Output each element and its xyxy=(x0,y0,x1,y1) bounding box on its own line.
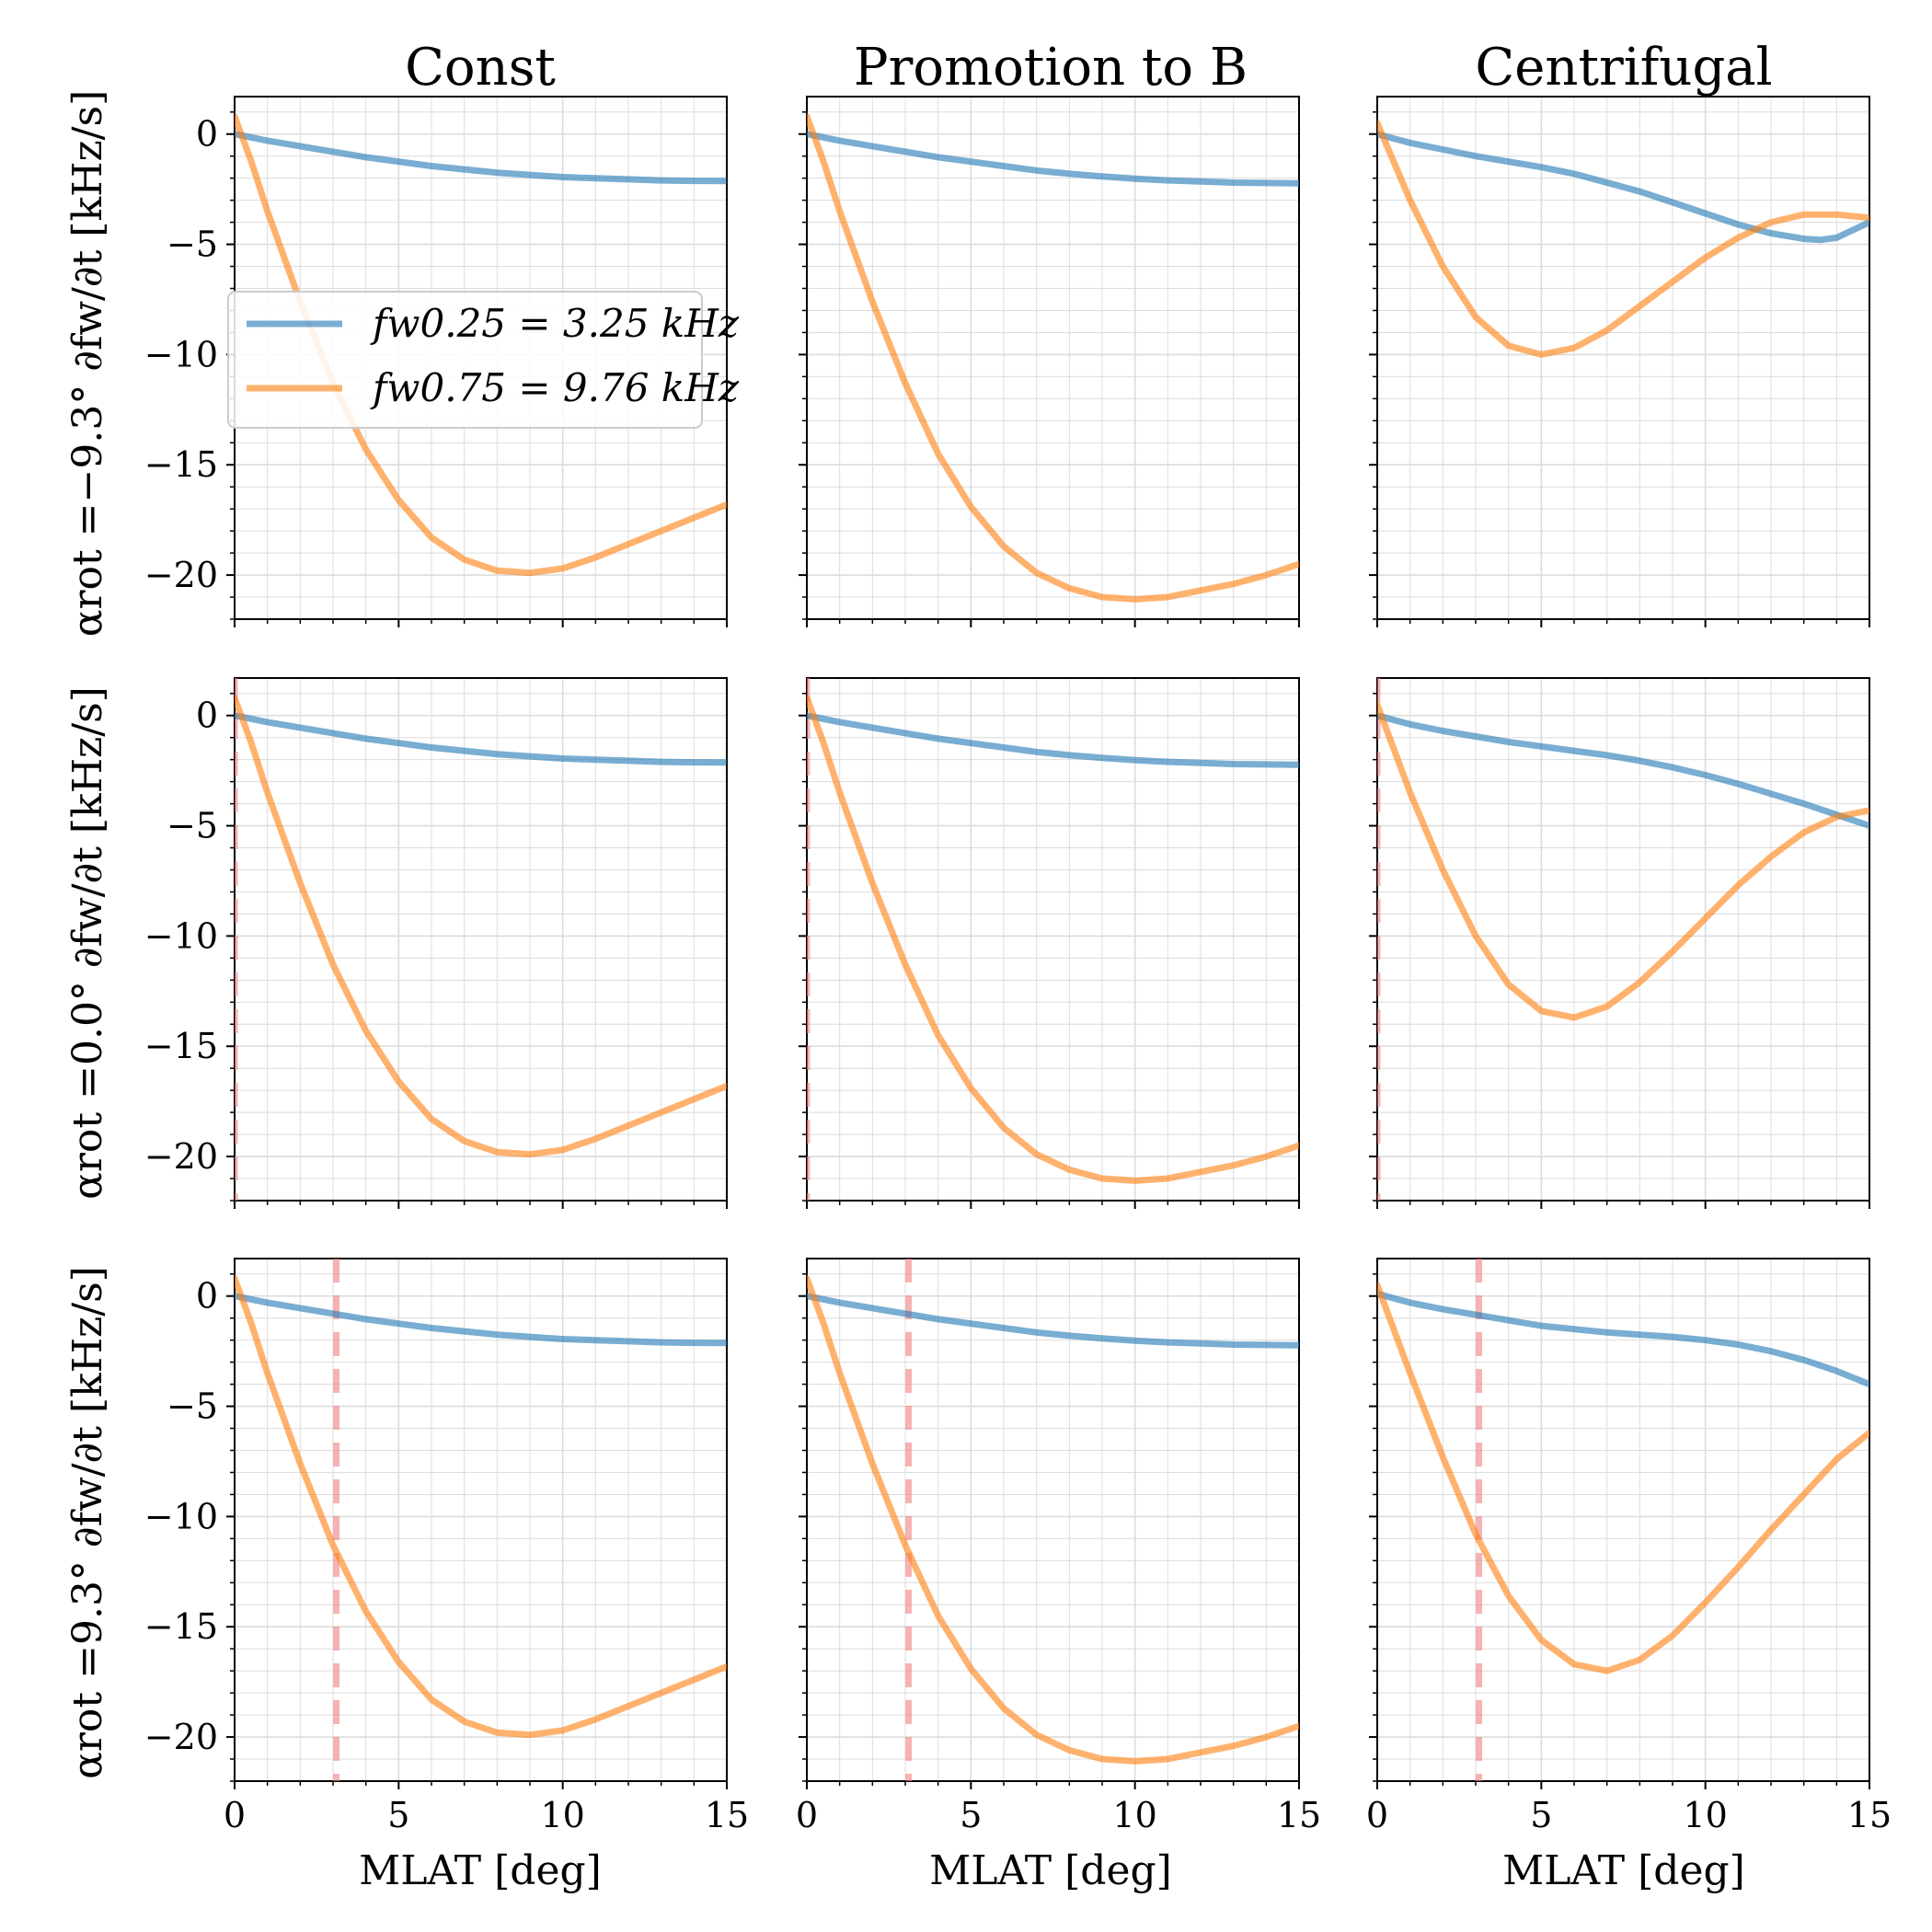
x-tick-label: 0 xyxy=(796,1795,818,1835)
series-line-2 xyxy=(1377,1285,1869,1671)
series-line-2 xyxy=(1377,705,1869,1018)
series-line-1 xyxy=(235,716,727,763)
series-line-1 xyxy=(1377,134,1869,240)
y-axis-labels: αrot =−9.3° ∂fw/∂t [kHz/s] αrot =0.0° ∂f… xyxy=(64,90,111,1779)
y-tick-label: 0 xyxy=(196,1276,218,1317)
y-tick-label: −20 xyxy=(144,555,218,595)
x-tick-label: 5 xyxy=(387,1795,409,1835)
panel-frame xyxy=(1377,1259,1869,1781)
y-tick-label: −15 xyxy=(144,1606,218,1647)
y-tick-label: −10 xyxy=(144,915,218,956)
panel-frame xyxy=(1377,97,1869,619)
panel-r1-c0: 0 −5 −10 −15 −20 xyxy=(144,678,727,1209)
y-axis-label-row-1: αrot =0.0° ∂fw/∂t [kHz/s] xyxy=(64,686,111,1200)
series-line-1 xyxy=(807,134,1299,184)
y-tick-label: −10 xyxy=(144,1496,218,1536)
series-line-1 xyxy=(1377,716,1869,826)
y-tick-label: −15 xyxy=(144,1026,218,1066)
x-tick-label: 10 xyxy=(540,1795,584,1835)
y-tick-label: −20 xyxy=(144,1717,218,1757)
panel-r2-c0: 0−5−10−15−200 5 10 15 xyxy=(144,1259,749,1835)
series-line-2 xyxy=(807,117,1299,600)
x-tick-label: 10 xyxy=(1683,1795,1727,1835)
panel-r2-c1: 0 5 10 15 xyxy=(796,1259,1321,1835)
x-axis-labels: MLAT [deg] MLAT [deg] MLAT [deg] xyxy=(359,1847,1745,1894)
series-line-2 xyxy=(807,698,1299,1181)
y-tick-label: −20 xyxy=(144,1136,218,1177)
x-axis-label-2: MLAT [deg] xyxy=(1502,1847,1745,1894)
col-title-1: Promotion to B xyxy=(854,38,1248,98)
y-tick-label: 0 xyxy=(196,696,218,736)
series-line-2 xyxy=(235,698,727,1155)
y-tick-label: −5 xyxy=(167,224,218,265)
series-line-1 xyxy=(807,716,1299,765)
y-tick-label: 0 xyxy=(196,114,218,155)
x-tick-label: 5 xyxy=(960,1795,982,1835)
x-tick-label: 5 xyxy=(1530,1795,1552,1835)
y-tick-label: −15 xyxy=(144,444,218,485)
series-line-1 xyxy=(235,134,727,181)
series-line-1 xyxy=(235,1296,727,1343)
panel-r1-c1 xyxy=(799,678,1299,1209)
x-axis-label-0: MLAT [deg] xyxy=(359,1847,602,1894)
panel-r0-c2 xyxy=(1369,97,1869,627)
x-tick-label: 15 xyxy=(705,1795,749,1835)
x-tick-label: 15 xyxy=(1277,1795,1321,1835)
legend-label-series-1: fw0.25 = 3.25 kHz xyxy=(370,301,740,346)
col-title-0: Const xyxy=(405,38,556,98)
y-tick-label: −10 xyxy=(144,334,218,374)
series-line-1 xyxy=(1377,1294,1869,1384)
panel-frame xyxy=(235,678,727,1201)
y-tick-label: −5 xyxy=(167,1386,218,1427)
panel-frame xyxy=(235,1259,727,1781)
y-axis-label-row-2: αrot =9.3° ∂fw/∂t [kHz/s] xyxy=(64,1266,111,1779)
panel-r1-c2 xyxy=(1369,678,1869,1209)
x-tick-label: 0 xyxy=(1366,1795,1388,1835)
series-line-1 xyxy=(807,1296,1299,1346)
series-line-2 xyxy=(807,1279,1299,1762)
y-axis-label-row-0: αrot =−9.3° ∂fw/∂t [kHz/s] xyxy=(64,90,111,638)
legend: fw0.25 = 3.25 kHz fw0.75 = 9.76 kHz xyxy=(228,292,740,428)
col-title-2: Centrifugal xyxy=(1475,38,1772,98)
x-tick-label: 15 xyxy=(1847,1795,1892,1835)
x-tick-label: 10 xyxy=(1112,1795,1156,1835)
x-axis-label-1: MLAT [deg] xyxy=(929,1847,1172,1894)
legend-label-series-2: fw0.75 = 9.76 kHz xyxy=(370,365,740,410)
column-titles: Const Promotion to B Centrifugal xyxy=(405,38,1773,98)
panel-r0-c1 xyxy=(799,97,1299,627)
panel-r2-c2: 0 5 10 15 xyxy=(1366,1259,1892,1835)
x-tick-label: 0 xyxy=(224,1795,246,1835)
y-tick-label: −5 xyxy=(167,806,218,846)
series-line-2 xyxy=(235,1279,727,1735)
